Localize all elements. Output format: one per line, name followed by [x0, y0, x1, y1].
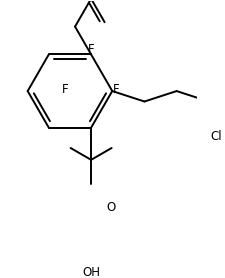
Text: F: F	[87, 43, 94, 56]
Text: Cl: Cl	[209, 130, 221, 143]
Text: F: F	[113, 83, 119, 96]
Text: OH: OH	[82, 266, 100, 278]
Text: O: O	[106, 201, 115, 214]
Text: F: F	[62, 83, 69, 96]
